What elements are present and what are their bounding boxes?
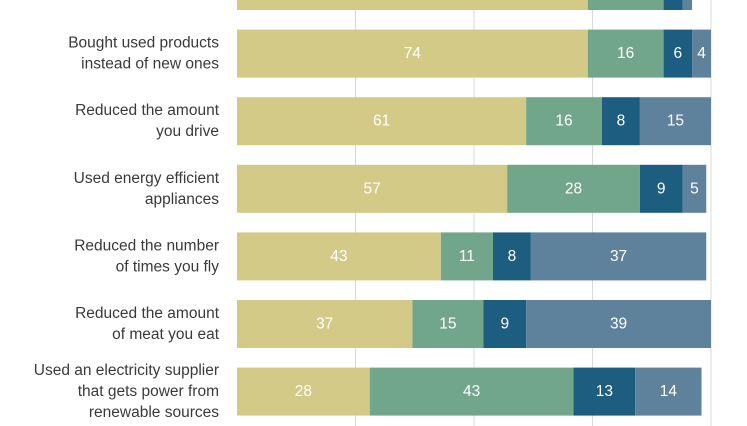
data-label: 14 xyxy=(660,383,678,400)
bar-segment xyxy=(492,232,531,281)
bar-segment xyxy=(526,97,602,146)
bar-segment xyxy=(692,29,711,78)
category-label: Reduced the amount you drive xyxy=(75,102,220,140)
bar-segment xyxy=(237,300,413,348)
bar-segment xyxy=(639,164,683,213)
category-label: Used energy efficient appliances xyxy=(74,170,220,208)
data-label: 11 xyxy=(459,248,475,265)
bar-segment xyxy=(412,300,484,348)
bar-segment xyxy=(682,164,707,213)
data-label: 9 xyxy=(657,180,666,197)
bars: 74 16 6 4 61 16 8 15 57 28 9 5 43 11 8 37 37 15 9 39 28 43 13 1… xyxy=(237,0,711,416)
data-label: 39 xyxy=(610,316,627,333)
bar-segment xyxy=(573,367,636,416)
category-label: Bought used products instead of new ones xyxy=(68,35,219,73)
bar-segment xyxy=(237,29,588,78)
data-label: 5 xyxy=(690,180,699,197)
data-label: 43 xyxy=(463,383,480,400)
category-label: Reduced the amount of meat you eat xyxy=(75,305,220,343)
category-labels: they are not neededBought used productsi… xyxy=(34,35,220,422)
data-label: 16 xyxy=(617,45,634,62)
data-label: 37 xyxy=(610,248,627,265)
bar-segment xyxy=(587,0,664,10)
bar-segment xyxy=(440,232,493,281)
bar-segment xyxy=(369,367,574,416)
data-label: 8 xyxy=(617,113,626,130)
data-label: 8 xyxy=(508,248,517,265)
bar-segment xyxy=(237,0,588,10)
data-label: 37 xyxy=(316,316,333,333)
bar-segment xyxy=(530,232,707,281)
bar-segment xyxy=(237,367,370,416)
data-label: 28 xyxy=(565,180,582,197)
data-label: 57 xyxy=(363,180,380,197)
data-label: 6 xyxy=(674,45,683,62)
bar-segment xyxy=(507,164,640,213)
bar-segment xyxy=(663,29,693,78)
bar-segment xyxy=(237,164,508,213)
bar-segment xyxy=(526,300,711,348)
data-label: 4 xyxy=(697,45,706,62)
bar-segment xyxy=(639,97,711,146)
bar-segment xyxy=(682,0,693,10)
data-label: 16 xyxy=(555,113,572,130)
bar-segment xyxy=(237,97,527,146)
data-label: 15 xyxy=(667,113,684,130)
data-label: 28 xyxy=(295,383,312,400)
bar-segment xyxy=(587,29,664,78)
bar-segment xyxy=(635,367,702,416)
data-label: 15 xyxy=(439,316,456,333)
category-label: Reduced the number of times you fly xyxy=(74,237,219,275)
data-label: 13 xyxy=(596,383,613,400)
bar-segment xyxy=(483,300,527,348)
data-label: 43 xyxy=(330,248,347,265)
category-label: Used an electricity supplier that gets po… xyxy=(34,362,219,421)
bar-segment xyxy=(237,232,441,281)
bar-segment xyxy=(663,0,683,10)
data-label: 61 xyxy=(373,113,390,130)
data-label: 9 xyxy=(500,316,509,333)
data-label: 74 xyxy=(404,45,422,62)
bar-segment xyxy=(601,97,640,146)
